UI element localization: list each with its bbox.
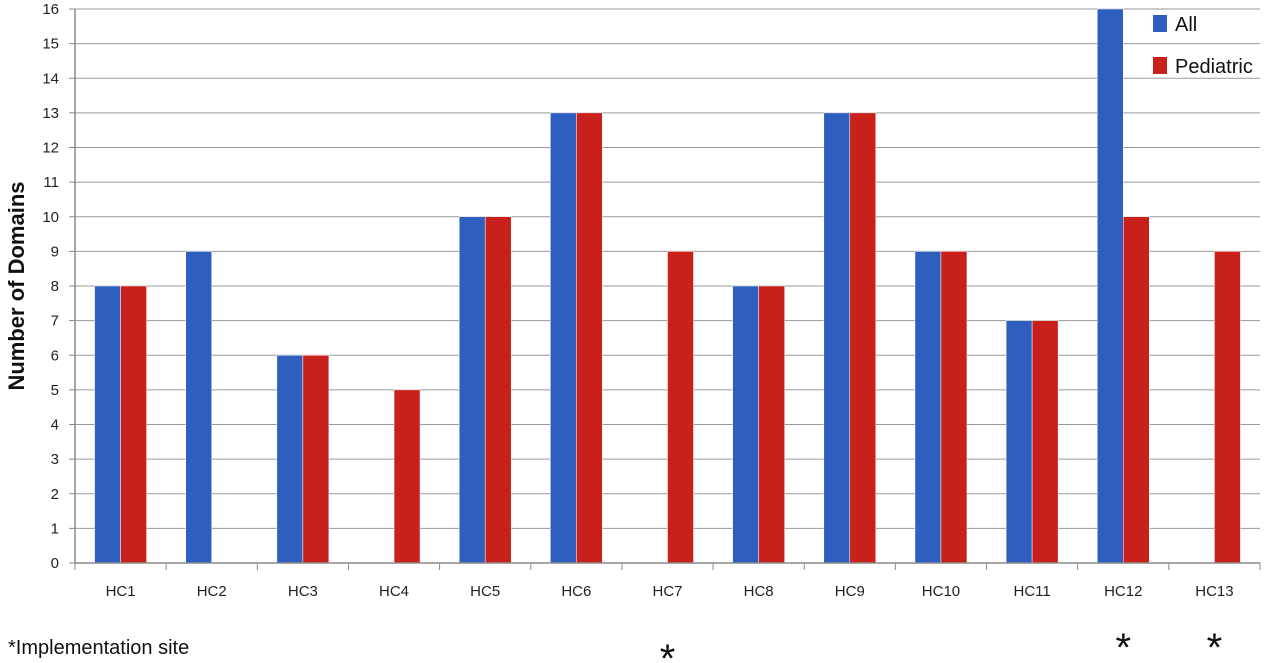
y-tick-label: 5 <box>51 382 59 399</box>
y-tick-label: 2 <box>51 486 59 503</box>
y-tick-label: 13 <box>42 105 59 122</box>
y-tick-label: 8 <box>51 278 59 295</box>
legend-swatch-pediatric <box>1153 57 1167 74</box>
bar-pediatric-hc8 <box>758 285 785 564</box>
bar-pediatric-hc12 <box>1123 216 1150 564</box>
implementation-site-markers: * * * <box>660 626 1223 663</box>
gridlines <box>69 8 1261 570</box>
bar-all-hc6 <box>550 112 577 564</box>
x-tick-labels: HC1 HC2 HC3 HC4 HC5 HC6 HC7 HC8 HC9 HC10 HC11 HC12 H… <box>106 583 1234 600</box>
y-tick-label: 4 <box>51 417 59 434</box>
bar-pediatric-hc7 <box>667 251 694 564</box>
y-tick-label: 7 <box>51 313 59 330</box>
y-tick-label: 0 <box>51 555 59 572</box>
x-tick-label: HC12 <box>1104 583 1142 600</box>
implementation-site-star: * <box>1115 626 1131 663</box>
y-tick-label: 3 <box>51 451 59 468</box>
y-axis-label: Number of Domains <box>4 181 29 390</box>
y-tick-label: 16 <box>42 1 59 18</box>
x-tick-label: HC2 <box>197 583 227 600</box>
legend-swatch-all <box>1153 15 1167 32</box>
bar-all-hc2 <box>185 251 212 564</box>
x-tick-label: HC9 <box>835 583 865 600</box>
bar-pediatric-hc11 <box>1031 320 1059 564</box>
bar-pediatric-hc6 <box>576 112 603 564</box>
bar-all-hc10 <box>914 251 942 564</box>
legend-label-all: All <box>1175 14 1197 36</box>
bar-pediatric-hc10 <box>940 251 968 564</box>
x-tick-label: HC3 <box>288 583 318 600</box>
x-tick-label: HC13 <box>1195 583 1233 600</box>
y-tick-label: 15 <box>42 36 59 53</box>
bar-pediatric-hc9 <box>849 112 877 564</box>
legend-label-pediatric: Pediatric <box>1175 56 1253 78</box>
bar-all-hc12 <box>1097 8 1124 564</box>
bar-all-hc11 <box>1005 320 1033 564</box>
bar-pediatric-hc1 <box>120 285 147 564</box>
bar-pediatric-hc4 <box>393 389 421 564</box>
footnote: *Implementation site <box>8 637 189 659</box>
implementation-site-star: * <box>1207 626 1223 663</box>
bar-all-hc1 <box>94 285 121 564</box>
x-tick-label: HC11 <box>1013 583 1050 600</box>
x-tick-label: HC5 <box>470 583 500 600</box>
implementation-site-star: * <box>660 637 676 663</box>
legend: All Pediatric <box>1153 14 1253 78</box>
bar-pediatric-hc3 <box>302 355 330 564</box>
x-tick-label: HC8 <box>744 583 774 600</box>
x-tick-label: HC6 <box>561 583 591 600</box>
x-tick-label: HC1 <box>106 583 136 600</box>
bar-all-hc5 <box>458 216 486 564</box>
bar-pediatric-hc5 <box>484 216 512 564</box>
bar-all-hc3 <box>276 355 304 564</box>
y-tick-label: 11 <box>43 174 59 191</box>
x-tick-label: HC7 <box>652 583 682 600</box>
x-tick-label: HC4 <box>379 583 409 600</box>
y-tick-label: 1 <box>51 520 59 537</box>
x-tick-label: HC10 <box>922 583 960 600</box>
bar-all-hc9 <box>823 112 851 564</box>
y-tick-label: 10 <box>42 209 59 226</box>
y-tick-label: 14 <box>42 70 59 87</box>
y-tick-label: 6 <box>51 347 59 364</box>
y-tick-label: 12 <box>42 140 59 157</box>
bar-pediatric-hc13 <box>1214 251 1241 564</box>
y-tick-label: 9 <box>51 243 59 260</box>
bar-all-hc8 <box>732 285 759 564</box>
